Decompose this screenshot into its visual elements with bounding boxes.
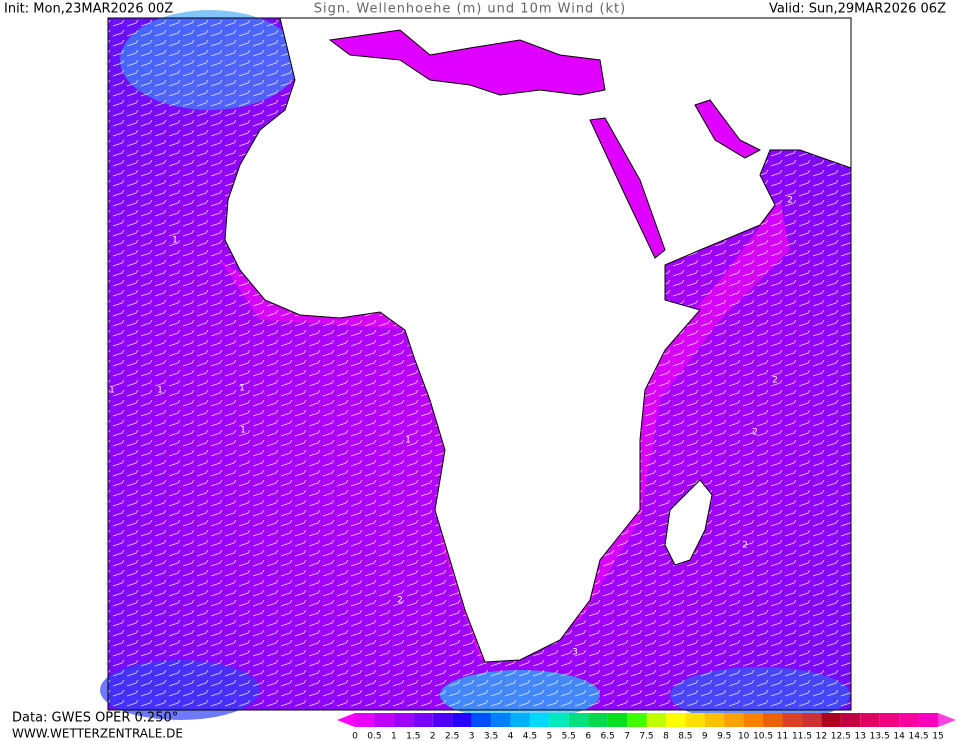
color-swatch [510, 713, 530, 727]
colorbar-tick-label: 13 [855, 732, 866, 741]
map: 1 1 1 1 1 1 2 2 2 3 2 2 [100, 10, 852, 723]
color-swatch [646, 713, 666, 727]
colorbar-tick-label: 15 [932, 732, 943, 741]
colorbar-tick-label: 1.5 [406, 732, 420, 741]
mediterranean [328, 29, 606, 96]
colorbar-tick-label: 1 [391, 732, 397, 741]
color-swatch [801, 713, 822, 727]
colorbar-tick-label: 7.5 [639, 732, 653, 741]
colorbar-tick-label: 14.5 [909, 732, 929, 741]
color-swatch [393, 713, 414, 727]
color-swatch [724, 713, 744, 727]
contour-label: 1 [239, 384, 245, 394]
color-swatch [413, 713, 433, 727]
color-swatch [918, 713, 938, 727]
colorbar: 0 0.5 1 1.5 2 2.5 3 3.5 4 4.5 5 5.5 6 6.5 7 7.5 8 8.5 9 9.5… [337, 713, 956, 741]
over-arrow [938, 713, 956, 727]
website: WWW.WETTERZENTRALE.DE [12, 727, 183, 741]
map-frame [107, 17, 852, 711]
color-swatch [568, 713, 589, 727]
under-arrow [337, 713, 355, 727]
colorbar-tick-label: 13.5 [870, 732, 890, 741]
colorbar-tick-label: 8.5 [678, 732, 692, 741]
color-swatch [374, 713, 394, 727]
land [224, 17, 852, 663]
contour-label: 2 [787, 196, 793, 206]
contour-label: 1 [172, 236, 178, 246]
colorbar-tick-label: 8 [663, 732, 669, 741]
color-swatch [782, 713, 802, 727]
contour-label: 1 [109, 386, 115, 396]
color-swatch [607, 713, 628, 727]
color-swatch [549, 713, 569, 727]
color-swatch [685, 713, 705, 727]
colorbar-tick-label: 0.5 [367, 732, 381, 741]
color-swatch [763, 713, 783, 727]
data-source: Data: GWES OPER 0.250° [12, 711, 178, 726]
contour-label: 2 [742, 541, 748, 551]
color-swatch [452, 713, 472, 727]
init-time: Init: Mon,23MAR2026 00Z [4, 2, 173, 17]
color-swatch [471, 713, 492, 727]
contour-label: 1 [157, 386, 163, 396]
valid-time: Valid: Sun,29MAR2026 06Z [769, 2, 946, 17]
colorbar-tick-label: 10.5 [753, 732, 773, 741]
contour-label: 1 [405, 436, 411, 446]
colorbar-tick-label: 4.5 [523, 732, 537, 741]
red-sea [589, 117, 666, 259]
color-swatch [665, 713, 686, 727]
colorbar-tick-label: 5 [546, 732, 552, 741]
persian-gulf [694, 99, 762, 159]
contour-label: 2 [752, 428, 758, 438]
color-swatch [821, 713, 841, 727]
colorbar-tick-label: 6.5 [600, 732, 614, 741]
color-swatch [860, 713, 880, 727]
colorbar-tick-label: 12.5 [831, 732, 851, 741]
contour-label: 1 [240, 426, 246, 436]
colorbar-tick-label: 10 [738, 732, 750, 741]
colorbar-tick-label: 6 [585, 732, 591, 741]
colorbar-tick-label: 3.5 [484, 732, 498, 741]
colorbar-tick-label: 12 [816, 732, 827, 741]
color-swatch [491, 713, 511, 727]
contour-label: 3 [572, 648, 578, 658]
colorbar-tick-label: 3 [469, 732, 475, 741]
colorbar-tick-label: 9.5 [717, 732, 731, 741]
contour-label: 2 [397, 596, 403, 606]
colorbar-tick-label: 14 [893, 732, 905, 741]
colorbar-tick-label: 0 [352, 732, 358, 741]
colorbar-tick-label: 9 [702, 732, 708, 741]
madagascar [664, 479, 713, 566]
colorbar-tick-label: 11.5 [792, 732, 812, 741]
colorbar-tick-label: 5.5 [562, 732, 576, 741]
color-swatch [743, 713, 764, 727]
colorbar-tick-label: 2.5 [445, 732, 459, 741]
colorbar-tick-label: 11 [777, 732, 788, 741]
colorbar-tick-label: 7 [624, 732, 630, 741]
color-swatch [899, 713, 919, 727]
color-swatch [355, 713, 375, 727]
color-swatch [529, 713, 550, 727]
map-title: Sign. Wellenhoehe (m) und 10m Wind (kt) [314, 2, 626, 17]
contour-label: 2 [772, 376, 778, 386]
color-swatch [588, 713, 608, 727]
color-swatch [879, 713, 900, 727]
color-swatch [840, 713, 861, 727]
colorbar-tick-label: 4 [508, 732, 514, 741]
color-swatch [627, 713, 647, 727]
colorbar-tick-label: 2 [430, 732, 436, 741]
color-swatch [704, 713, 725, 727]
contour-labels: 1 1 1 1 1 1 2 2 2 3 2 2 [109, 196, 793, 658]
color-swatch [432, 713, 453, 727]
